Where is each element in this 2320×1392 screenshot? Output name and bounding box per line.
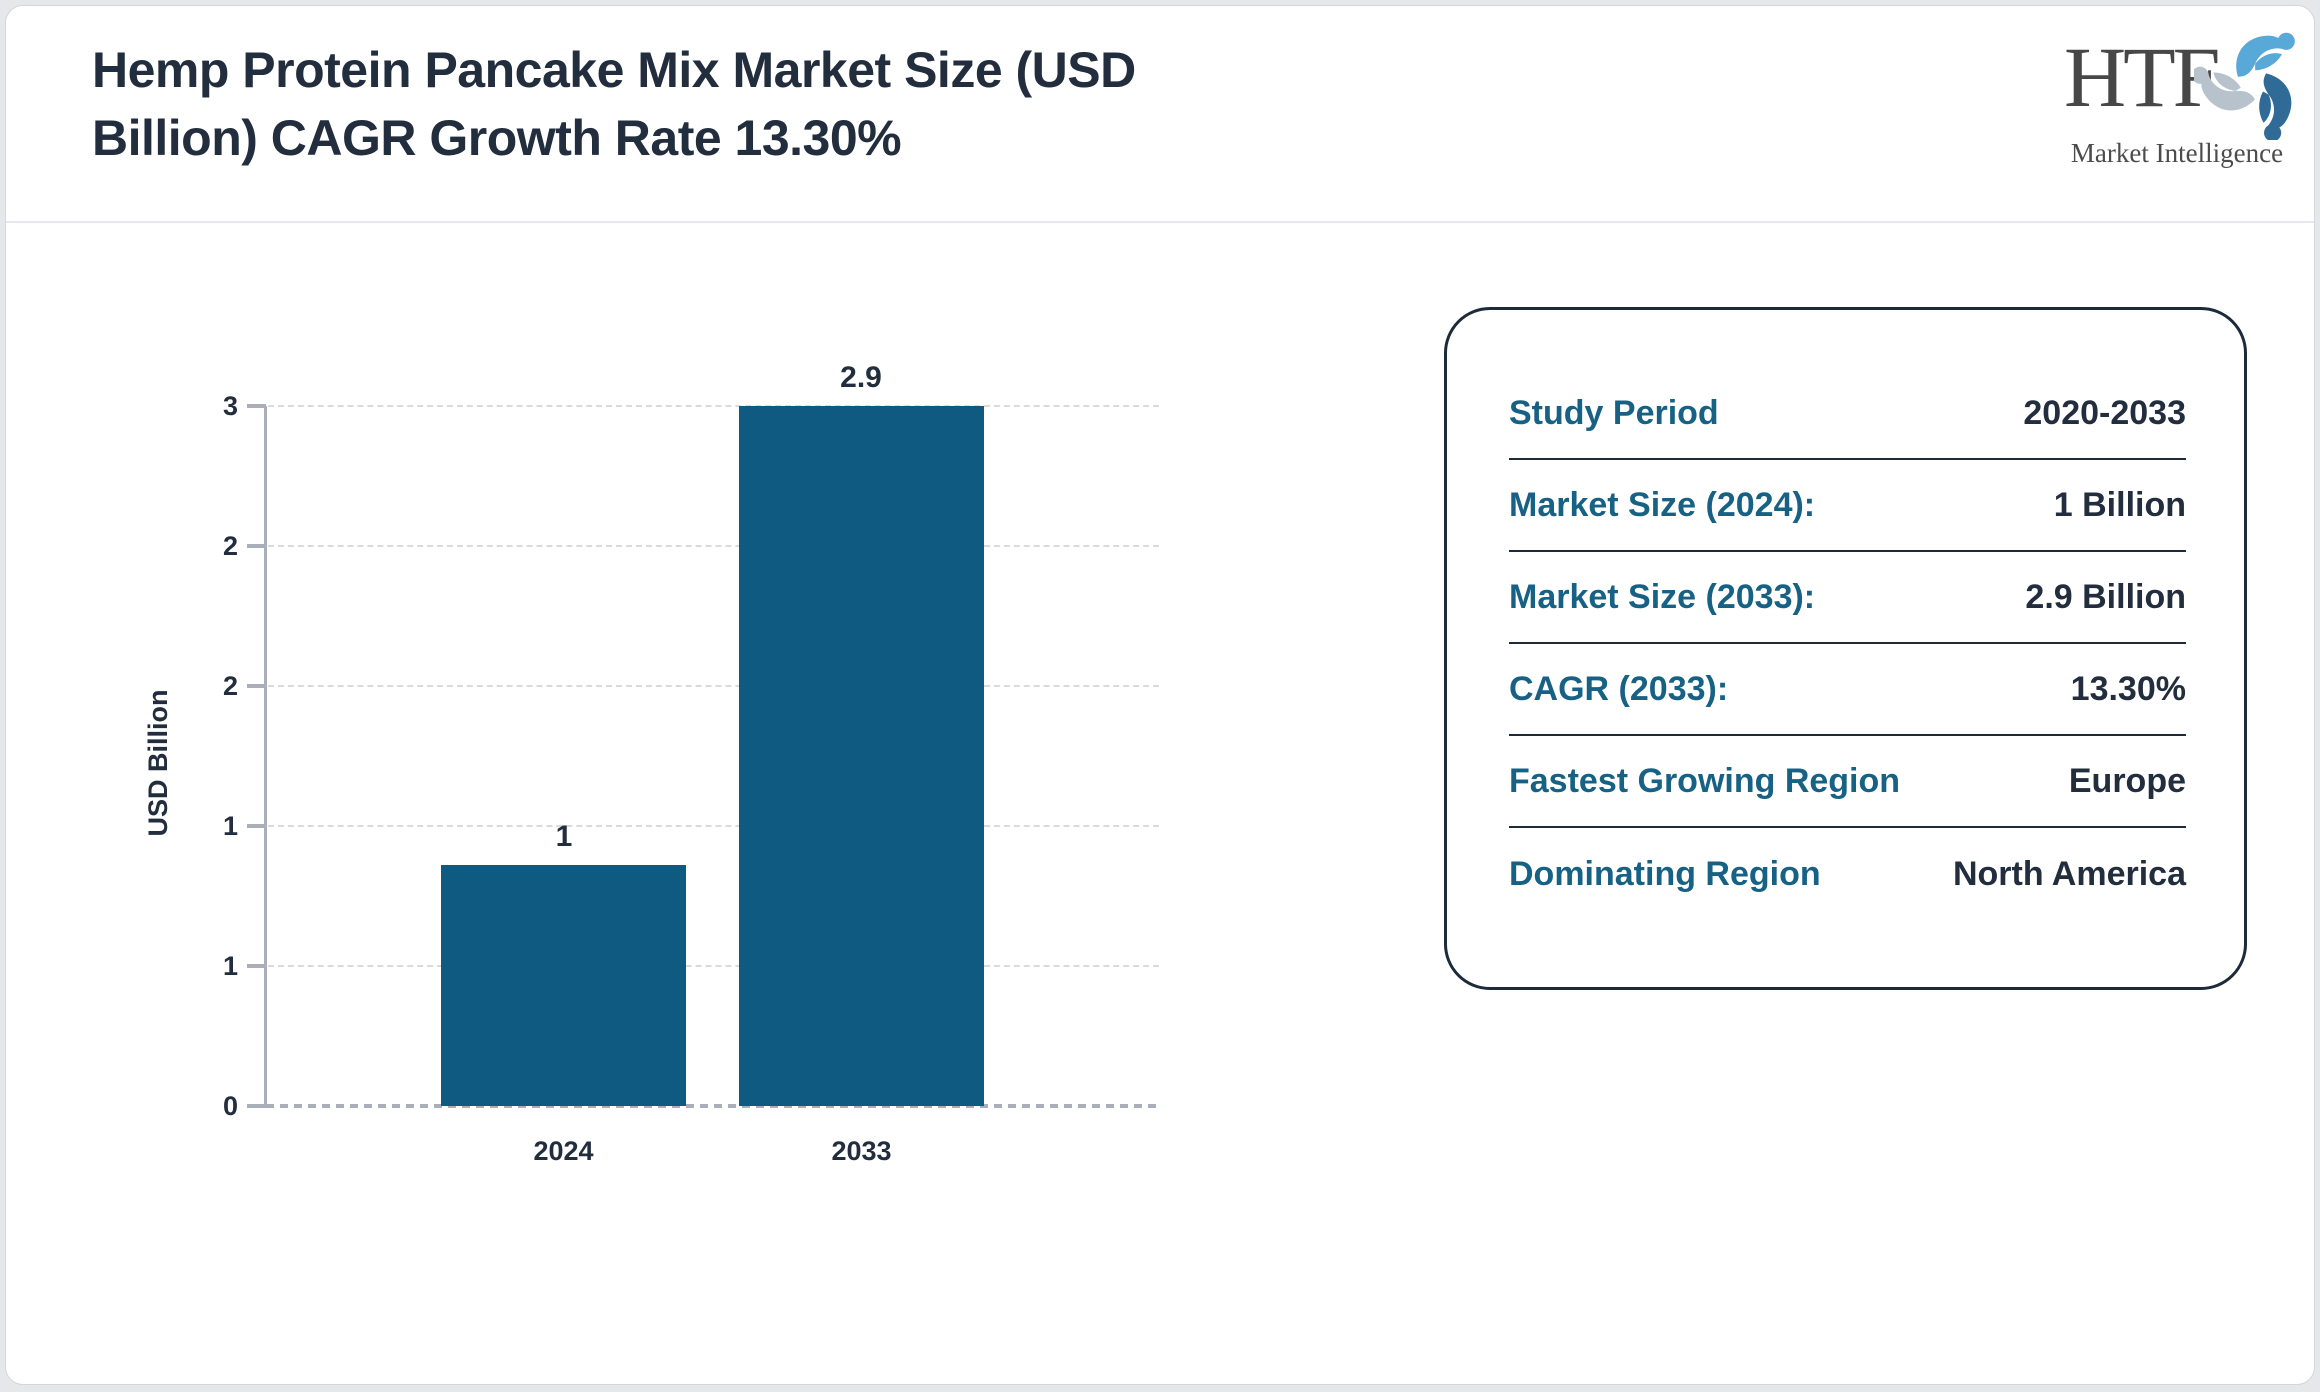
info-label: Market Size (2024): — [1509, 485, 1816, 524]
page-title-line2: Billion) CAGR Growth Rate 13.30% — [92, 110, 902, 166]
y-axis-title: USD Billion — [143, 689, 173, 837]
y-tick-mark — [247, 964, 266, 968]
y-tick-mark — [247, 404, 266, 408]
gridline — [268, 545, 1159, 547]
y-tick-label: 1 — [222, 951, 238, 981]
info-label: Fastest Growing Region — [1509, 761, 1901, 800]
info-label: Dominating Region — [1509, 854, 1821, 893]
info-label: Market Size (2033): — [1509, 577, 1816, 616]
market-summary-panel: Study Period 2020-2033 Market Size (2024… — [1444, 307, 2247, 990]
x-tick-label: 2024 — [533, 1136, 594, 1166]
bar-value-label: 1 — [555, 820, 573, 853]
gridline — [268, 685, 1159, 687]
bar-2024 — [441, 865, 686, 1106]
info-row-market-size-2024: Market Size (2024): 1 Billion — [1509, 460, 2186, 552]
y-tick-label: 2 — [222, 671, 238, 701]
htf-logo-subtitle: Market Intelligence — [2070, 138, 2284, 168]
y-tick-mark — [247, 684, 266, 688]
info-value: 1 Billion — [2053, 485, 2186, 524]
page-background-card: Hemp Protein Pancake Mix Market Size (US… — [5, 5, 2315, 1385]
y-tick-label: 2 — [222, 531, 238, 561]
info-value: 13.30% — [2070, 669, 2186, 708]
info-label: Study Period — [1509, 393, 1719, 432]
bar-chart: USD Billion 0 1 1 2 2 3 1 2024 2.9 2033 — [6, 6, 2314, 1384]
y-tick-label: 0 — [222, 1091, 238, 1121]
info-row-dominating-region: Dominating Region North America — [1509, 828, 2186, 920]
gridline — [268, 825, 1159, 827]
bar-2033 — [739, 406, 984, 1106]
x-axis-line — [266, 1104, 1161, 1108]
y-tick-mark — [247, 824, 266, 828]
y-tick-mark — [247, 544, 266, 548]
y-axis-line — [264, 406, 267, 1108]
info-value: 2020-2033 — [2023, 393, 2186, 432]
info-row-study-period: Study Period 2020-2033 — [1509, 368, 2186, 460]
header: Hemp Protein Pancake Mix Market Size (US… — [6, 6, 2314, 223]
htf-swirl-icon — [2194, 32, 2295, 140]
info-value: North America — [1952, 854, 2186, 893]
info-label: CAGR (2033): — [1509, 669, 1729, 708]
gridline — [268, 405, 1159, 407]
page-title: Hemp Protein Pancake Mix Market Size (US… — [92, 36, 1136, 172]
y-tick-mark — [247, 1104, 266, 1108]
info-row-cagr: CAGR (2033): 13.30% — [1509, 644, 2186, 736]
info-row-market-size-2033: Market Size (2033): 2.9 Billion — [1509, 552, 2186, 644]
info-value: Europe — [2068, 761, 2186, 800]
gridline — [268, 965, 1159, 967]
info-value: 2.9 Billion — [2025, 577, 2186, 616]
htf-logo: HTF — [2046, 26, 2316, 176]
info-row-fastest-growing-region: Fastest Growing Region Europe — [1509, 736, 2186, 828]
y-tick-label: 1 — [222, 811, 238, 841]
bar-value-label: 2.9 — [840, 361, 882, 394]
x-tick-label: 2033 — [831, 1136, 892, 1166]
y-tick-label: 3 — [222, 391, 238, 421]
page-title-line1: Hemp Protein Pancake Mix Market Size (US… — [92, 42, 1136, 98]
